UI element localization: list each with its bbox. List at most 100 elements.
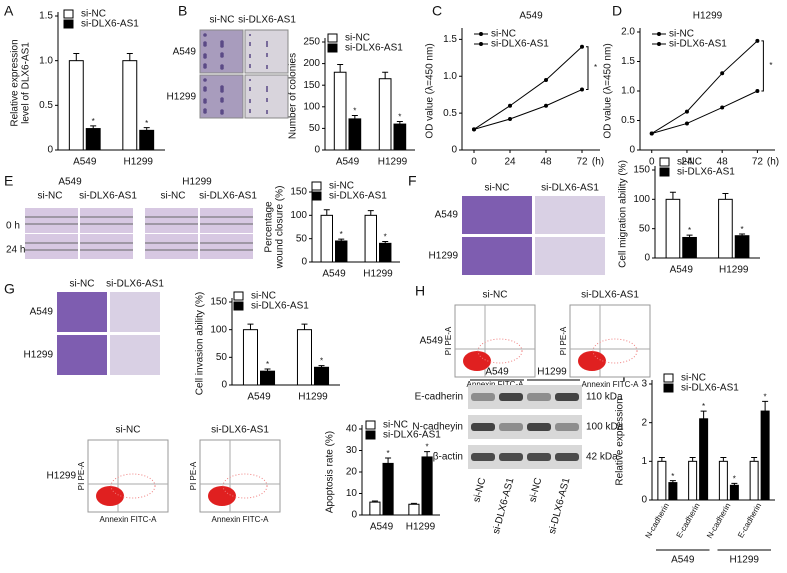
legend-label: si-NC bbox=[383, 420, 408, 431]
colony bbox=[203, 53, 207, 57]
point bbox=[472, 127, 476, 132]
bar bbox=[139, 129, 155, 151]
image-label: A549 bbox=[30, 307, 54, 318]
image-label: A549 bbox=[435, 210, 459, 221]
x-tick-label: H1299 bbox=[298, 392, 328, 403]
legend-label: si-NC bbox=[681, 373, 706, 384]
image-label: si-NC bbox=[483, 290, 508, 301]
y-tick-label: 40 bbox=[346, 424, 358, 435]
bar bbox=[668, 482, 678, 501]
x-tick-label: H1299 bbox=[124, 157, 154, 168]
image-label: si-DLX6-AS1 bbox=[238, 15, 296, 26]
legend-swatch bbox=[233, 291, 244, 301]
bar bbox=[333, 71, 347, 151]
legend-swatch bbox=[327, 43, 338, 53]
legend-marker bbox=[657, 42, 661, 46]
y-tick-label: 1 bbox=[641, 456, 647, 467]
legend-label: si-DLX6-AS1 bbox=[383, 430, 441, 441]
y-tick-label: 0 bbox=[221, 380, 227, 391]
significance: * bbox=[353, 107, 356, 116]
y-tick-label: 200 bbox=[303, 58, 320, 69]
legend-label: si-DLX6-AS1 bbox=[251, 301, 309, 312]
error-bar bbox=[739, 233, 746, 236]
point bbox=[580, 44, 584, 49]
y-axis-title: wound closure (%) bbox=[275, 186, 286, 270]
y-axis-title: Cell invasion ability (%) bbox=[195, 292, 206, 395]
colony bbox=[220, 109, 224, 113]
flow-cloud bbox=[463, 351, 491, 371]
legend-label: si-DLX6-AS1 bbox=[681, 383, 739, 394]
bracket bbox=[761, 40, 764, 92]
y-axis-title: level of DLX6-AS1 bbox=[21, 42, 32, 124]
bar bbox=[718, 460, 728, 501]
image-label: A549 bbox=[485, 367, 509, 378]
lane-label: si-NC bbox=[527, 477, 544, 504]
colony bbox=[266, 45, 268, 47]
colony bbox=[249, 34, 251, 36]
x-tick-label: E-cadherin bbox=[736, 502, 763, 540]
blot-band bbox=[471, 453, 495, 461]
significance: * bbox=[145, 119, 148, 128]
y-axis-title: Relative expression bbox=[10, 39, 21, 126]
point bbox=[508, 117, 512, 122]
error-bar bbox=[424, 451, 431, 457]
chart-title: A549 bbox=[519, 11, 543, 22]
blot-band bbox=[471, 423, 495, 431]
panel-label: E bbox=[4, 173, 13, 189]
x-tick-label: A549 bbox=[670, 265, 694, 276]
y-tick-label: 30 bbox=[346, 445, 358, 456]
error-bar bbox=[410, 502, 417, 505]
legend-marker bbox=[479, 42, 483, 46]
colony bbox=[203, 41, 207, 45]
y-tick-label: 0.5 bbox=[443, 108, 457, 119]
panel-label: D bbox=[612, 3, 622, 19]
bar bbox=[688, 460, 698, 501]
error-bar bbox=[722, 192, 729, 200]
panel-label: F bbox=[408, 173, 417, 189]
image-label: H1299 bbox=[182, 177, 212, 188]
point bbox=[720, 71, 725, 76]
colony bbox=[203, 78, 207, 82]
y-tick-label: 0 bbox=[301, 257, 307, 268]
cell-image bbox=[57, 292, 107, 332]
image-label: E-cadherin bbox=[415, 392, 463, 403]
bar bbox=[348, 118, 362, 151]
wound-image bbox=[80, 234, 133, 259]
colony bbox=[249, 99, 251, 101]
y-tick-label: 0 bbox=[629, 145, 635, 156]
bar bbox=[393, 123, 407, 151]
error-bar bbox=[700, 410, 707, 419]
colony bbox=[249, 79, 251, 81]
colony bbox=[249, 89, 251, 91]
error-bar bbox=[318, 365, 325, 368]
legend-label: si-NC bbox=[491, 29, 516, 40]
x-tick-label: 0 bbox=[471, 157, 477, 168]
x-tick-label: H1299 bbox=[363, 269, 393, 280]
panel-label: A bbox=[4, 3, 14, 19]
wound-image bbox=[25, 234, 78, 259]
image-label: si-NC bbox=[116, 425, 141, 436]
flow-y-label: PI PE-A bbox=[444, 326, 453, 355]
y-tick-label: 1.0 bbox=[621, 86, 635, 97]
image-label: si-NC bbox=[485, 183, 510, 194]
legend-marker bbox=[657, 32, 661, 36]
x-tick-label: 48 bbox=[540, 157, 552, 168]
legend-swatch bbox=[659, 167, 670, 177]
flow-x-label: Annexin FITC-A bbox=[467, 380, 525, 389]
bar bbox=[85, 128, 101, 151]
image-label: A549 bbox=[420, 336, 444, 347]
colony bbox=[220, 52, 224, 56]
x-tick-label: A549 bbox=[322, 269, 346, 280]
image-label: si-NC bbox=[38, 191, 63, 202]
y-axis-title: OD value (λ=450 nm) bbox=[603, 43, 614, 138]
legend-label: si-DLX6-AS1 bbox=[81, 19, 139, 30]
y-tick-label: 0.5 bbox=[621, 115, 635, 126]
colony bbox=[249, 109, 251, 111]
x-tick-label: 72 bbox=[752, 157, 764, 168]
error-bar bbox=[247, 323, 254, 330]
flow-y-label: PI PE-A bbox=[189, 461, 198, 490]
image-label: A549 bbox=[173, 47, 197, 58]
y-axis-title: Cell migration ability (%) bbox=[618, 160, 629, 268]
bar bbox=[335, 240, 348, 263]
